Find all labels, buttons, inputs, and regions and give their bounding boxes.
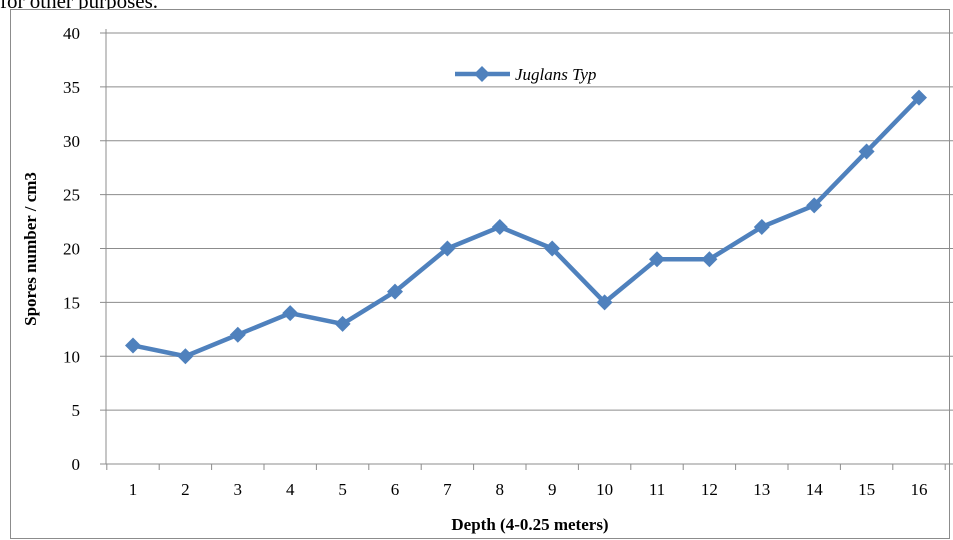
x-tick-label: 14 xyxy=(806,480,824,499)
y-tick-label: 5 xyxy=(72,401,81,420)
data-point-1 xyxy=(125,337,141,354)
data-point-16 xyxy=(911,89,927,106)
x-tick-label: 5 xyxy=(338,480,347,499)
legend-label-juglans: Juglans Typ xyxy=(515,65,596,84)
x-tick-label: 10 xyxy=(596,480,613,499)
data-point-11 xyxy=(649,251,665,268)
y-axis-title: Spores number / cm3 xyxy=(21,172,40,326)
data-point-4 xyxy=(282,305,299,322)
data-point-6 xyxy=(387,283,403,300)
data-point-3 xyxy=(229,326,246,343)
y-tick-label: 10 xyxy=(63,347,80,366)
series-line-juglans xyxy=(132,96,921,359)
y-tick-labels: 0 5 10 15 20 25 30 35 40 xyxy=(63,24,80,474)
y-tick-label: 20 xyxy=(63,240,80,259)
x-tick-label: 11 xyxy=(649,480,665,499)
x-tick-label: 12 xyxy=(701,480,718,499)
y-tick-label: 15 xyxy=(63,293,80,312)
x-tick-label: 6 xyxy=(391,480,400,499)
data-point-14 xyxy=(806,197,823,214)
axes xyxy=(100,29,953,470)
legend-marker xyxy=(474,66,490,82)
data-point-8 xyxy=(491,218,508,235)
x-tick-label: 1 xyxy=(129,480,138,499)
gridlines xyxy=(106,32,953,411)
x-tick-labels: 1 2 3 4 5 6 7 8 9 10 11 12 13 14 15 16 xyxy=(129,480,928,499)
y-tick-label: 25 xyxy=(63,186,80,205)
y-tick-label: 35 xyxy=(63,78,80,97)
data-point-12 xyxy=(701,251,718,268)
x-tick-label: 3 xyxy=(234,480,243,499)
x-tick-label: 15 xyxy=(858,480,875,499)
x-tick-label: 8 xyxy=(496,480,505,499)
data-point-9 xyxy=(544,240,561,257)
x-axis-title: Depth (4-0.25 meters) xyxy=(451,515,608,534)
x-tick-label: 13 xyxy=(753,480,770,499)
y-tick-label: 30 xyxy=(63,132,80,151)
data-point-2 xyxy=(177,348,194,365)
x-tick-label: 4 xyxy=(286,480,295,499)
data-point-15 xyxy=(858,143,875,160)
chart-frame xyxy=(10,9,950,539)
data-point-7 xyxy=(439,240,456,257)
data-point-13 xyxy=(753,218,770,235)
series-juglans xyxy=(125,89,927,365)
x-tick-label: 2 xyxy=(181,480,190,499)
data-point-5 xyxy=(334,315,351,332)
x-tick-label: 7 xyxy=(443,480,452,499)
y-tick-label: 0 xyxy=(72,455,81,474)
x-tick-label: 9 xyxy=(548,480,557,499)
x-tick-label: 16 xyxy=(911,480,928,499)
data-point-10 xyxy=(596,294,613,311)
y-tick-label: 40 xyxy=(63,24,80,43)
legend: Juglans Typ xyxy=(455,65,596,84)
